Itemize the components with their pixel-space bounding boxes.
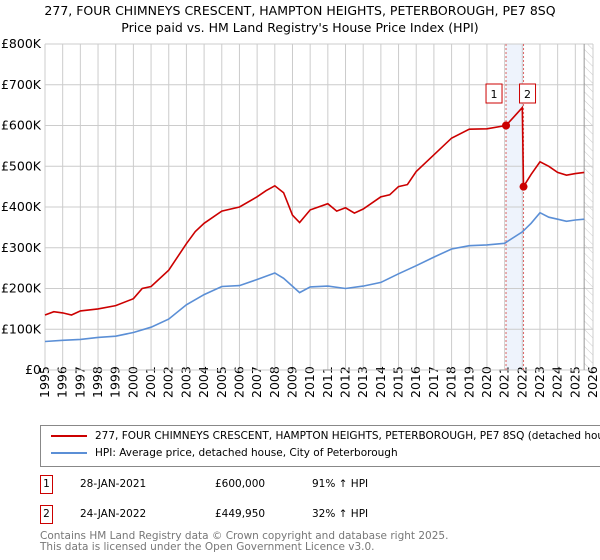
x-tick-label: 2005 xyxy=(214,366,229,398)
y-tick-label: £100K xyxy=(1,321,42,336)
x-tick-label: 2025 xyxy=(567,366,582,398)
x-tick-label: 2026 xyxy=(585,366,600,398)
transaction-hpi: 32% ↑ HPI xyxy=(312,508,369,520)
sale-label: 2 xyxy=(524,88,531,101)
x-tick-label: 2018 xyxy=(444,366,459,398)
x-tick-label: 2020 xyxy=(479,366,494,398)
x-tick-label: 1996 xyxy=(55,366,70,398)
x-tick-label: 2015 xyxy=(391,366,406,398)
x-tick-label: 2003 xyxy=(178,366,193,398)
x-tick-label: 2004 xyxy=(196,366,211,398)
x-tick-label: 2008 xyxy=(267,366,282,398)
footer: Contains HM Land Registry data © Crown c… xyxy=(40,531,448,553)
x-tick-label: 2011 xyxy=(320,366,335,398)
sale-label: 1 xyxy=(491,88,498,101)
sale-label-box xyxy=(519,83,537,104)
x-tick-label: 2002 xyxy=(161,366,176,398)
red-line-swatch xyxy=(51,435,87,437)
transaction-price: £449,950 xyxy=(215,508,266,520)
x-tick-label: 2022 xyxy=(514,366,529,398)
y-tick-label: £300K xyxy=(1,240,42,255)
property-price-line xyxy=(44,105,585,316)
legend-label: HPI: Average price, detached house, City… xyxy=(95,447,398,459)
x-tick-label: 1995 xyxy=(37,366,52,398)
y-tick-label: £700K xyxy=(1,77,42,92)
marker-badge: 2 xyxy=(40,505,53,524)
y-tick-label: £400K xyxy=(1,199,42,214)
y-tick-label: £0 xyxy=(25,362,41,377)
x-tick-label: 2017 xyxy=(426,366,441,398)
transaction-hpi: 91% ↑ HPI xyxy=(312,478,369,490)
x-tick-label: 2006 xyxy=(231,366,246,398)
legend: 277, FOUR CHIMNEYS CRESCENT, HAMPTON HEI… xyxy=(40,425,600,467)
y-tick-label: £200K xyxy=(1,281,42,296)
x-tick-label: 2012 xyxy=(338,366,353,398)
chart-title: 277, FOUR CHIMNEYS CRESCENT, HAMPTON HEI… xyxy=(0,2,600,36)
x-tick-label: 1998 xyxy=(90,366,105,398)
x-tick-label: 1997 xyxy=(72,366,87,398)
footer-line: This data is licensed under the Open Gov… xyxy=(40,541,375,553)
x-tick-label: 2013 xyxy=(355,366,370,398)
x-tick-label: 2019 xyxy=(461,366,476,398)
sale-point xyxy=(519,182,528,191)
x-tick-label: 2023 xyxy=(532,366,547,398)
footer-line: Contains HM Land Registry data © Crown c… xyxy=(40,530,449,542)
x-tick-label: 2001 xyxy=(143,366,158,398)
y-tick-label: £600K xyxy=(1,118,42,133)
x-tick-label: 2000 xyxy=(125,366,140,398)
y-tick-label: £800K xyxy=(1,36,42,51)
sale-point xyxy=(502,121,511,130)
subtitle-line: Price paid vs. HM Land Registry's House … xyxy=(121,20,479,35)
legend-label: 277, FOUR CHIMNEYS CRESCENT, HAMPTON HEI… xyxy=(95,430,600,442)
x-tick-label: 2010 xyxy=(302,366,317,398)
x-tick-label: 2014 xyxy=(373,366,388,398)
transaction-price: £600,000 xyxy=(215,478,266,490)
transaction-date: 24-JAN-2022 xyxy=(80,508,147,520)
x-tick-label: 2009 xyxy=(284,366,299,398)
x-tick-label: 1999 xyxy=(108,366,123,398)
x-tick-label: 2021 xyxy=(497,366,512,398)
price-chart: 1995 1996 1997 1998 1999 2000 2001 2002 2003 2004… xyxy=(1,36,600,398)
legend-item-property: 277, FOUR CHIMNEYS CRESCENT, HAMPTON HEI… xyxy=(51,430,600,442)
legend-item-hpi: HPI: Average price, detached house, City… xyxy=(51,447,398,459)
marker-badge: 1 xyxy=(40,475,53,494)
transaction-date: 28-JAN-2021 xyxy=(80,478,147,490)
x-tick-label: 2024 xyxy=(550,366,565,398)
x-tick-label: 2016 xyxy=(408,366,423,398)
blue-line-swatch xyxy=(51,452,87,454)
hpi-line xyxy=(44,211,585,343)
x-tick-label: 2007 xyxy=(249,366,264,398)
title-line: 277, FOUR CHIMNEYS CRESCENT, HAMPTON HEI… xyxy=(44,3,556,18)
y-tick-label: £500K xyxy=(1,158,42,173)
sale-label-box xyxy=(485,83,503,104)
